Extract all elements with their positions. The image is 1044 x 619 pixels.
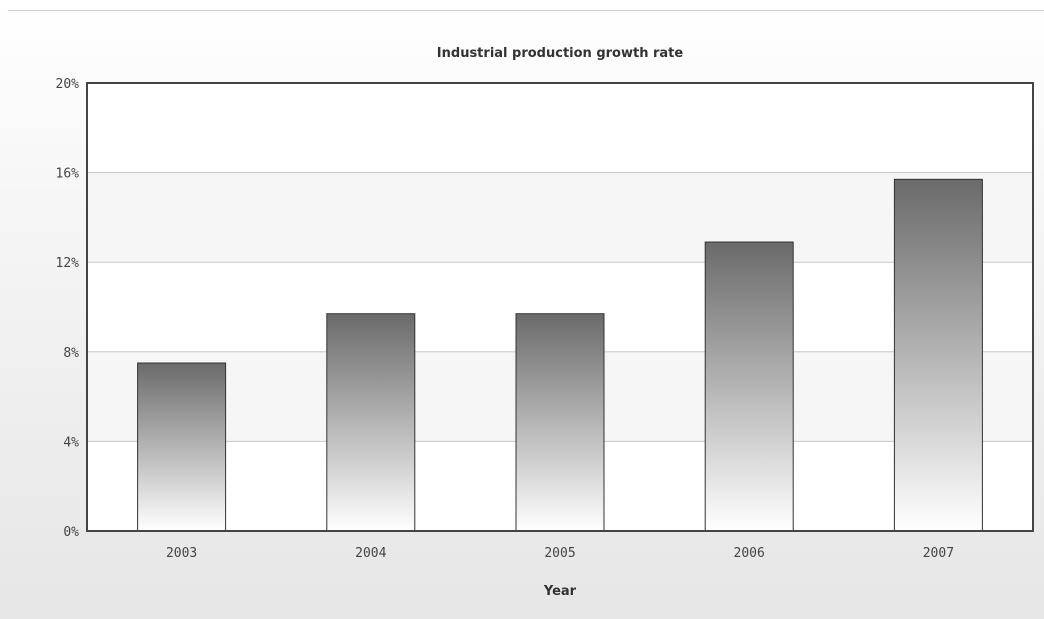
y-tick-label: 0%	[63, 525, 79, 540]
plot-band	[87, 83, 1033, 173]
bar-2003[interactable]	[137, 362, 227, 532]
bar-2004[interactable]	[326, 313, 416, 532]
x-tick-label: 2005	[544, 546, 575, 561]
y-tick-label: 16%	[56, 167, 80, 182]
y-tick-label: 4%	[63, 435, 79, 450]
x-tick-label: 2004	[355, 546, 386, 561]
x-tick-label: 2007	[923, 546, 954, 561]
x-tick-label: 2006	[734, 546, 765, 561]
top-divider	[8, 10, 1044, 11]
x-axis-ticks: 2003 2004 2005 2006 2007	[166, 546, 954, 561]
x-axis-label: Year	[543, 584, 577, 599]
bar-2007[interactable]	[893, 178, 983, 532]
bar-2005[interactable]	[515, 313, 605, 532]
chart-title: Industrial production growth rate	[437, 46, 684, 61]
y-tick-label: 8%	[63, 346, 79, 361]
bars	[137, 178, 983, 532]
y-axis-ticks: 0% 4% 8% 12% 16% 20%	[56, 77, 80, 540]
x-tick-label: 2003	[166, 546, 197, 561]
bar-2006[interactable]	[704, 241, 794, 532]
plot-frame	[86, 82, 1034, 532]
y-tick-label: 20%	[56, 77, 80, 92]
y-tick-label: 12%	[56, 256, 80, 271]
plot-band	[87, 172, 1033, 263]
